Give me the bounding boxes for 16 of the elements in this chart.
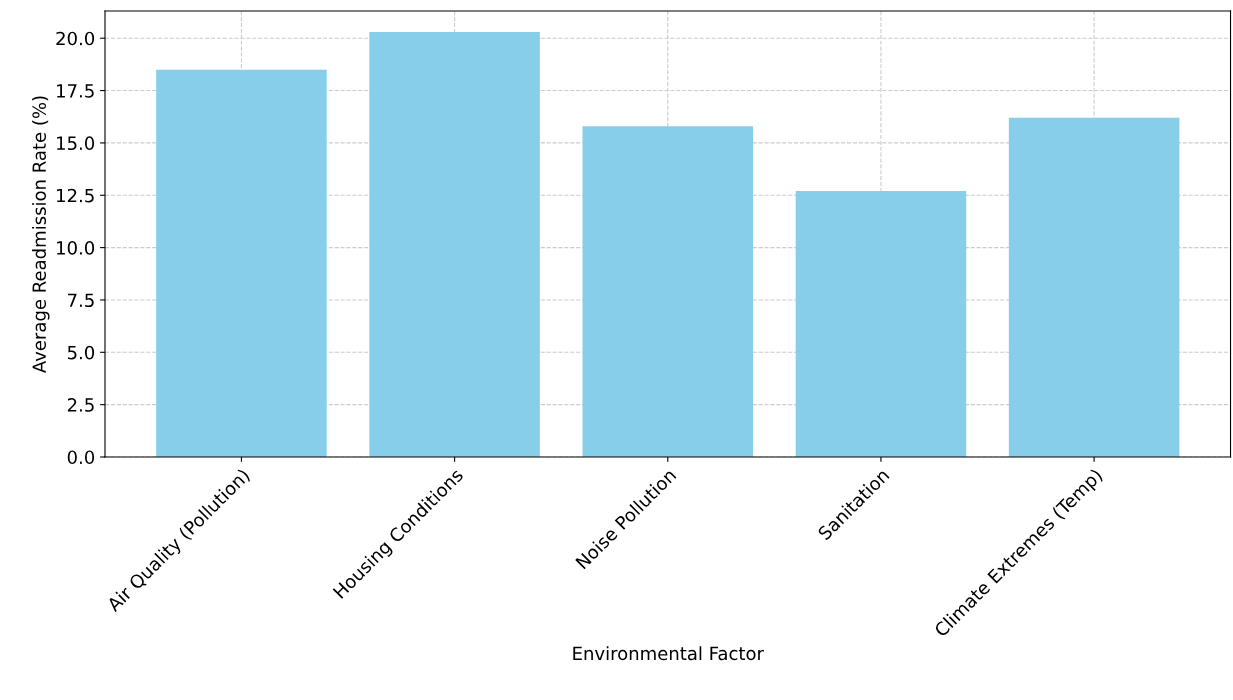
x-axis-title: Environmental Factor — [573, 646, 764, 661]
y-tick-label: 17.5 — [57, 84, 94, 98]
bar — [582, 126, 754, 457]
y-tick-label: 7.5 — [68, 293, 94, 308]
y-tick-label: 2.5 — [67, 398, 94, 412]
y-tick-label: 5.0 — [67, 345, 95, 360]
y-tick-label: 0.0 — [67, 450, 95, 465]
bar — [795, 191, 967, 457]
y-axis-title: Average Readmission Rate (%) — [32, 96, 50, 373]
bar — [369, 31, 540, 457]
y-tick-label: 15.0 — [57, 136, 95, 151]
y-tick-label: 10.0 — [57, 241, 95, 255]
y-tick-label: 20.0 — [56, 31, 95, 46]
y-tick-label: 12.5 — [57, 188, 94, 203]
bar — [1008, 117, 1180, 457]
bar — [156, 69, 327, 457]
